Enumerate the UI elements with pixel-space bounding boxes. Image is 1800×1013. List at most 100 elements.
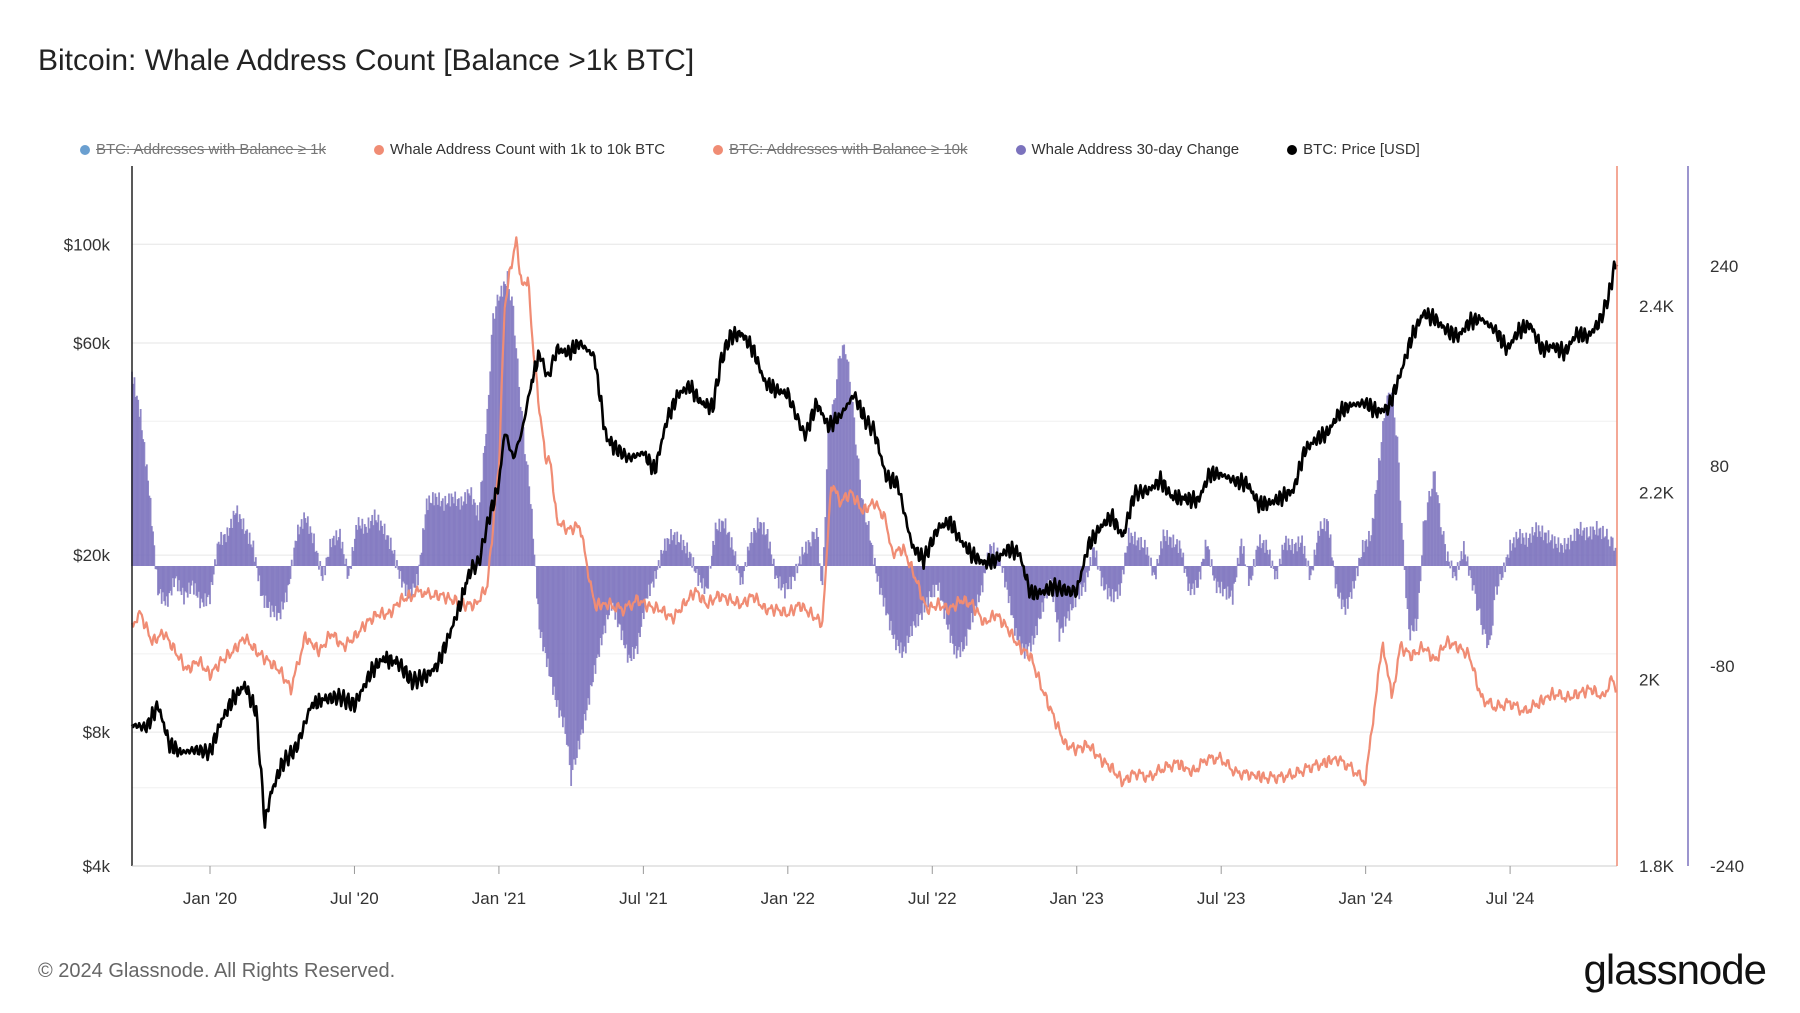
change-bar <box>450 493 453 566</box>
change-bar <box>1589 526 1592 566</box>
change-bar <box>923 566 926 613</box>
change-bar <box>1550 540 1552 566</box>
change-bar <box>948 566 951 625</box>
change-bar <box>1042 566 1045 612</box>
change-bar <box>352 550 355 566</box>
change-bar <box>825 469 828 566</box>
change-bar <box>405 566 408 585</box>
change-bar <box>347 566 350 576</box>
change-bar <box>1088 566 1091 571</box>
change-bar <box>644 566 646 599</box>
change-bar <box>279 566 282 620</box>
change-bar <box>467 493 470 566</box>
change-bar <box>329 538 332 566</box>
change-bar <box>180 566 183 595</box>
change-bar <box>1112 566 1115 603</box>
change-bar <box>258 566 261 576</box>
change-bar <box>641 566 644 614</box>
change-bar <box>245 530 247 566</box>
change-bar <box>712 540 715 566</box>
x-tick-label: Jan '22 <box>761 889 815 908</box>
change-bar <box>202 566 205 607</box>
change-bar <box>1319 521 1322 566</box>
change-bar <box>308 533 310 566</box>
change-bar <box>1471 566 1474 591</box>
change-bar <box>840 358 843 566</box>
change-bar <box>1150 557 1152 566</box>
change-bar <box>1396 436 1399 566</box>
change-bar <box>253 561 256 566</box>
change-bar <box>807 540 810 566</box>
change-bar <box>576 566 578 758</box>
change-bar <box>645 566 648 599</box>
change-bar <box>356 529 359 566</box>
change-bar <box>1286 550 1289 566</box>
change-bar <box>916 566 918 615</box>
change-bar <box>1086 566 1089 578</box>
change-bar <box>362 533 365 566</box>
change-bar <box>582 566 585 734</box>
change-bar <box>410 566 413 600</box>
change-bar <box>1436 495 1439 566</box>
change-bar <box>862 499 864 566</box>
change-bar <box>1455 566 1458 581</box>
change-bar <box>892 566 895 639</box>
change-bar <box>1008 566 1011 597</box>
change-bar <box>961 566 964 652</box>
change-bar <box>472 499 475 566</box>
change-bar <box>1182 552 1185 566</box>
change-bar <box>185 566 188 593</box>
change-bar <box>330 547 333 566</box>
change-bar <box>489 371 492 566</box>
change-bar <box>534 566 537 567</box>
change-bar <box>1015 566 1017 629</box>
change-bar <box>505 285 508 566</box>
change-bar <box>1547 530 1550 566</box>
legend-item-30-day-change[interactable]: Whale Address 30-day Change <box>1015 141 1239 158</box>
legend-item-addresses-10k[interactable]: BTC: Addresses with Balance ≥ 10k <box>713 141 968 158</box>
change-bar <box>1470 566 1473 579</box>
change-bar <box>167 566 169 607</box>
change-bar <box>676 531 679 566</box>
change-bar <box>1573 528 1576 566</box>
change-bar <box>1138 550 1141 566</box>
change-bar <box>381 525 384 566</box>
change-bar <box>195 566 198 596</box>
change-bar <box>466 489 469 566</box>
change-bar <box>1342 566 1344 600</box>
change-bar <box>1576 528 1578 566</box>
change-bar <box>526 464 529 566</box>
change-bar <box>1548 542 1551 566</box>
change-bar <box>368 528 371 566</box>
change-bar <box>959 566 962 658</box>
change-bar <box>1496 566 1499 595</box>
change-bar <box>200 566 203 599</box>
legend-item-addresses-1k[interactable]: BTC: Addresses with Balance ≥ 1k <box>80 141 326 158</box>
change-bar <box>285 566 288 603</box>
change-bar <box>908 566 911 638</box>
change-bar <box>1096 566 1099 570</box>
change-bar <box>529 504 532 566</box>
change-bar <box>225 542 228 566</box>
change-bar <box>577 566 580 741</box>
legend-item-btc-price[interactable]: BTC: Price [USD] <box>1287 141 1420 158</box>
change-bar <box>1597 535 1599 566</box>
y-left-tick-label: $20k <box>73 546 110 565</box>
change-bar <box>165 566 168 597</box>
x-tick-label: Jan '24 <box>1338 889 1392 908</box>
change-bar <box>1579 521 1582 566</box>
change-bar <box>1135 545 1138 566</box>
change-bar <box>486 408 489 566</box>
change-bar <box>545 566 548 668</box>
legend-item-whale-1k-10k[interactable]: Whale Address Count with 1k to 10k BTC <box>374 141 665 158</box>
change-bar <box>555 566 558 707</box>
change-bar <box>1423 520 1426 566</box>
change-bar <box>559 566 562 711</box>
change-bar <box>970 566 973 614</box>
change-bar <box>1140 537 1143 566</box>
change-bar <box>1546 543 1549 566</box>
change-bar <box>1288 544 1291 566</box>
change-bar <box>883 566 886 598</box>
change-bar <box>215 564 218 566</box>
